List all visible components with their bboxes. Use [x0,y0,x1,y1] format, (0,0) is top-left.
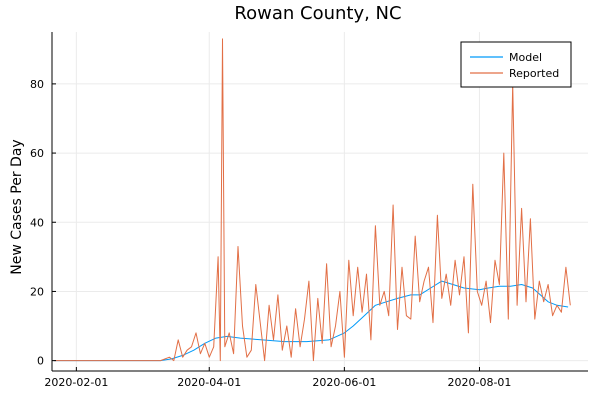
tick-labels: 0 20 40 60 80 2020-02-01 2020-04-01 2020-06-01 2… [30,78,511,389]
grid-lines [52,32,588,371]
y-tick-label: 0 [37,355,44,368]
axes [51,32,588,372]
y-tick-label: 20 [30,285,44,298]
y-tick-label: 80 [30,78,44,91]
legend-label-model: Model [509,51,542,64]
x-tick-label: 2020-06-01 [312,376,376,389]
x-tick-label: 2020-02-01 [44,376,108,389]
x-tick-label: 2020-04-01 [177,376,241,389]
x-tick-label: 2020-08-01 [448,376,512,389]
y-tick-label: 60 [30,147,44,160]
series-layer [54,38,571,362]
y-axis-label: New Cases Per Day [9,139,25,274]
y-tick-label: 40 [30,216,44,229]
legend-box [460,41,572,88]
series-line-reported [54,38,571,362]
legend-label-reported: Reported [509,67,559,80]
series-line-model [54,280,569,362]
legend: Model Reported [460,41,572,88]
chart-title: Rowan County, NC [234,3,401,24]
